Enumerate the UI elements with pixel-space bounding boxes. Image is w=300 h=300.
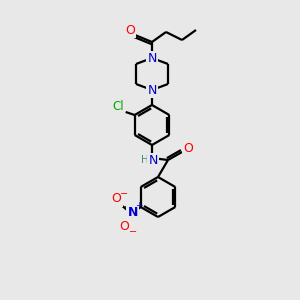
Text: N: N — [147, 83, 157, 97]
Text: −: − — [120, 189, 128, 199]
Text: O: O — [125, 23, 135, 37]
Text: O: O — [183, 142, 193, 155]
Text: H: H — [141, 155, 149, 165]
Text: Cl: Cl — [113, 100, 124, 113]
Text: N: N — [148, 154, 158, 166]
Text: O: O — [112, 193, 122, 206]
Text: O: O — [120, 220, 130, 233]
Text: −: − — [129, 227, 137, 237]
Text: +: + — [135, 202, 142, 211]
Text: N: N — [147, 52, 157, 64]
Text: N: N — [128, 206, 138, 218]
